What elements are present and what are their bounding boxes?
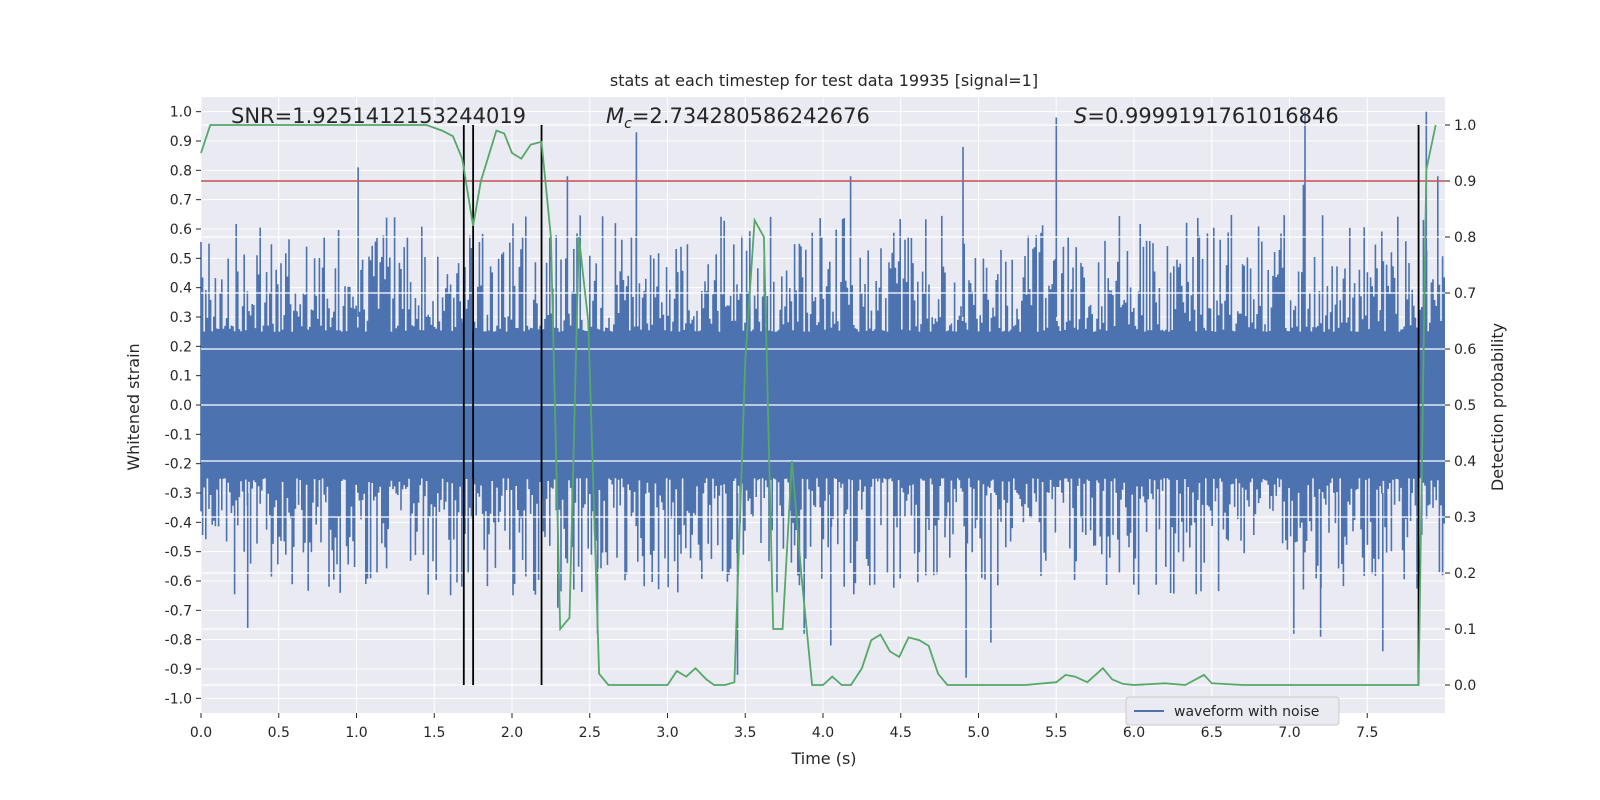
left-y-tick-label: 0.1 [170, 369, 192, 385]
right-y-tick-label: 0.6 [1454, 342, 1476, 358]
left-y-tick-label: -0.4 [165, 515, 192, 531]
right-y-tick-label: 0.3 [1454, 510, 1476, 526]
left-y-tick-label: 0.0 [170, 398, 192, 414]
x-tick-label: 6.5 [1201, 725, 1223, 741]
right-y-tick-label: 0.1 [1454, 622, 1476, 638]
x-tick-label: 2.0 [501, 725, 523, 741]
x-tick-label: 1.5 [423, 725, 445, 741]
left-y-tick-label: -0.1 [165, 427, 192, 443]
left-y-tick-label: 0.6 [170, 222, 192, 238]
right-y-tick-label: 1.0 [1454, 118, 1476, 134]
legend-box [1125, 696, 1340, 726]
chart-title: stats at each timestep for test data 199… [610, 71, 1038, 90]
axis-ticks: 0.0 0.5 1.0 1.5 2.0 2.5 3.0 3.5 4.0 4.5 5.0 5.5 6.0 6… [165, 105, 1477, 741]
x-axis-label: Time (s) [790, 749, 856, 768]
left-y-tick-label: -0.6 [165, 574, 192, 590]
snr-annotation: SNR=1.9251412153244019 [231, 104, 526, 128]
chirp-mass-value: =2.734280586242676 [632, 104, 870, 128]
left-y-tick-label: -0.7 [165, 603, 192, 619]
left-y-tick-label: 0.2 [170, 339, 192, 355]
chirp-mass-annotation: Mc=2.734280586242676 [606, 104, 870, 132]
right-y-axis-label: Detection probability [1488, 323, 1507, 491]
x-tick-label: 4.0 [812, 725, 834, 741]
right-y-tick-label: 0.0 [1454, 678, 1476, 694]
x-tick-label: 2.5 [579, 725, 601, 741]
s-value: =0.9999191761016846 [1087, 104, 1338, 128]
left-y-tick-label: -0.8 [165, 633, 192, 649]
left-y-tick-label: 0.8 [170, 163, 192, 179]
x-tick-label: 4.5 [890, 725, 912, 741]
right-y-tick-label: 0.5 [1454, 398, 1476, 414]
left-y-tick-label: -1.0 [165, 691, 192, 707]
left-y-tick-label: 0.7 [170, 193, 192, 209]
x-tick-label: 0.5 [268, 725, 290, 741]
right-y-tick-label: 0.2 [1454, 566, 1476, 582]
left-y-tick-label: 0.3 [170, 310, 192, 326]
x-tick-label: 7.0 [1278, 725, 1300, 741]
chirp-mass-symbol: M [606, 104, 624, 128]
right-y-tick-label: 0.8 [1454, 230, 1476, 246]
x-tick-label: 3.5 [734, 725, 756, 741]
x-tick-label: 5.0 [967, 725, 989, 741]
waveform-line [200, 111, 1445, 678]
legend-label: waveform with noise [1174, 704, 1319, 720]
left-y-tick-label: -0.9 [165, 662, 192, 678]
right-y-tick-label: 0.7 [1454, 286, 1476, 302]
probability-series [200, 124, 1437, 686]
left-y-tick-label: -0.2 [165, 457, 192, 473]
left-y-tick-label: 0.4 [170, 281, 192, 297]
left-y-tick-label: -0.5 [165, 545, 192, 561]
x-tick-label: 3.0 [656, 725, 678, 741]
s-annotation: S=0.9999191761016846 [1074, 104, 1339, 128]
waveform-series [200, 111, 1445, 678]
left-y-tick-label: 1.0 [170, 105, 192, 121]
left-y-tick-label: 0.5 [170, 251, 192, 267]
x-tick-label: 5.5 [1045, 725, 1067, 741]
right-y-tick-label: 0.4 [1454, 454, 1476, 470]
x-tick-label: 7.5 [1356, 725, 1378, 741]
x-tick-label: 6.0 [1123, 725, 1145, 741]
right-y-tick-label: 0.9 [1454, 174, 1476, 190]
chirp-mass-subscript: c [624, 116, 632, 132]
legend: waveform with noise [1125, 696, 1340, 726]
left-y-tick-label: -0.3 [165, 486, 192, 502]
s-symbol: S [1074, 104, 1087, 128]
overlay-lines [201, 124, 1445, 686]
left-y-tick-label: 0.9 [170, 134, 192, 150]
probability-line [200, 124, 1437, 686]
x-tick-label: 1.0 [345, 725, 367, 741]
x-tick-label: 0.0 [190, 725, 212, 741]
left-y-axis-label: Whitened strain [124, 343, 143, 470]
